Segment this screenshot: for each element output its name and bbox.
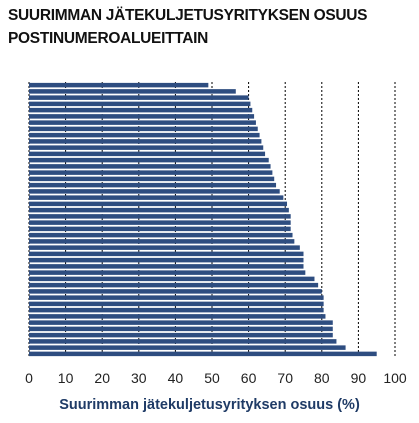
bar-12 <box>29 151 266 157</box>
bar-13 <box>29 157 269 163</box>
bar-39 <box>29 320 333 325</box>
chart-title-line-2: POSTINUMEROALUEITTAIN <box>8 30 209 47</box>
bar-24 <box>29 226 291 232</box>
bar-14 <box>29 164 271 169</box>
bar-33 <box>29 282 319 288</box>
bar-17 <box>29 182 277 188</box>
x-axis-label: Suurimman jätekuljetusyrityksen osuus (%… <box>59 397 360 413</box>
bar-6 <box>29 114 255 119</box>
bar-22 <box>29 214 291 219</box>
x-tick-label-10: 10 <box>58 370 74 386</box>
bar-40 <box>29 326 333 332</box>
bar-8 <box>29 126 258 132</box>
bar-18 <box>29 189 280 194</box>
bar-44 <box>29 351 377 357</box>
bar-15 <box>29 170 273 175</box>
x-tick-label-90: 90 <box>351 370 367 386</box>
bar-10 <box>29 139 262 144</box>
x-tick-label-70: 70 <box>277 370 293 386</box>
x-tick-label-40: 40 <box>168 370 184 386</box>
bar-30 <box>29 264 304 269</box>
x-tick-labels: 0 10 20 30 40 50 60 70 80 90 100 <box>25 370 407 386</box>
bar-7 <box>29 120 256 125</box>
bar-27 <box>29 245 300 250</box>
bar-21 <box>29 207 289 213</box>
bar-5 <box>29 107 253 113</box>
bar-32 <box>29 276 315 282</box>
bar-26 <box>29 239 295 244</box>
bar-4 <box>29 101 251 107</box>
bar-23 <box>29 220 291 225</box>
x-tick-label-30: 30 <box>131 370 147 386</box>
bar-31 <box>29 270 306 275</box>
bars <box>29 82 377 357</box>
x-tick-label-0: 0 <box>25 370 33 386</box>
x-tick-label-80: 80 <box>314 370 330 386</box>
x-tick-label-100: 100 <box>383 370 407 386</box>
bar-43 <box>29 345 346 350</box>
bar-41 <box>29 332 333 338</box>
bar-9 <box>29 132 260 138</box>
bar-28 <box>29 251 304 257</box>
x-tick-label-50: 50 <box>204 370 220 386</box>
bar-2 <box>29 89 236 94</box>
bar-42 <box>29 339 337 344</box>
x-tick-label-20: 20 <box>94 370 110 386</box>
bar-20 <box>29 201 288 207</box>
bar-35 <box>29 295 324 300</box>
bar-3 <box>29 95 249 100</box>
bar-34 <box>29 289 322 294</box>
bar-37 <box>29 307 324 313</box>
bar-1 <box>29 82 209 88</box>
chart-title-line-1: SUURIMMAN JÄTEKULJETUSYRITYKSEN OSUUS <box>8 7 368 24</box>
bar-36 <box>29 301 324 307</box>
x-tick-label-60: 60 <box>241 370 257 386</box>
bar-29 <box>29 257 304 263</box>
bar-11 <box>29 145 264 150</box>
chart-title: SUURIMMAN JÄTEKULJETUSYRITYKSEN OSUUS PO… <box>8 4 413 50</box>
bar-16 <box>29 176 275 182</box>
bar-25 <box>29 232 293 238</box>
bar-19 <box>29 195 284 200</box>
bar-38 <box>29 314 326 319</box>
